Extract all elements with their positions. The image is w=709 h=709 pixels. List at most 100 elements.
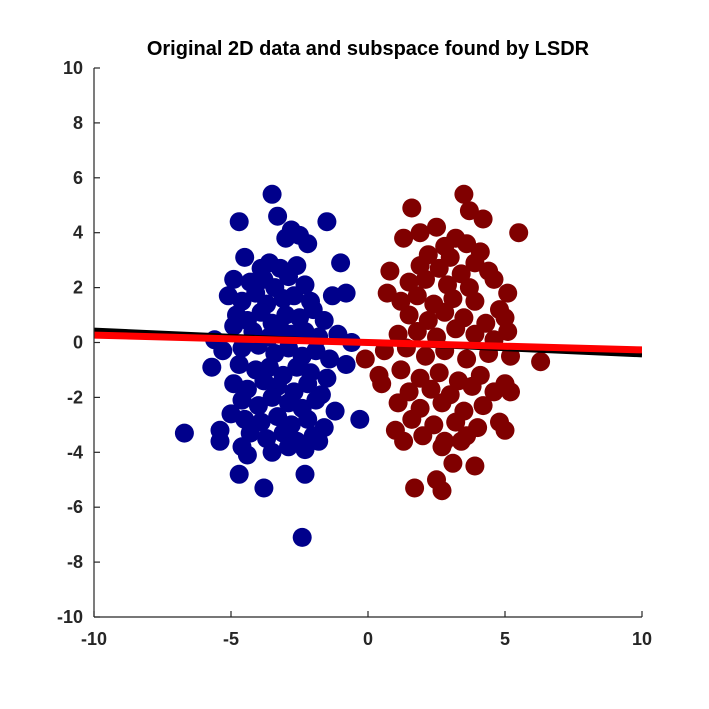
data-point-class-2 bbox=[473, 209, 493, 229]
data-point-class-2 bbox=[457, 349, 477, 369]
data-point-class-1 bbox=[331, 253, 351, 273]
data-point-class-1 bbox=[268, 407, 288, 427]
data-point-class-2 bbox=[388, 393, 408, 413]
data-point-class-2 bbox=[394, 228, 414, 248]
data-point-class-2 bbox=[391, 291, 411, 311]
data-point-class-1 bbox=[213, 341, 233, 361]
data-point-class-1 bbox=[224, 316, 244, 336]
data-point-class-1 bbox=[248, 396, 268, 416]
data-point-class-2 bbox=[413, 426, 433, 446]
y-tick-label: 0 bbox=[73, 333, 83, 353]
data-point-class-1 bbox=[317, 212, 337, 232]
data-point-class-2 bbox=[432, 393, 452, 413]
data-point-class-2 bbox=[399, 272, 419, 292]
data-point-class-2 bbox=[454, 184, 474, 204]
data-point-class-1 bbox=[306, 390, 326, 410]
y-tick-label: 6 bbox=[73, 168, 83, 188]
data-point-class-2 bbox=[405, 478, 425, 498]
data-point-class-2 bbox=[495, 420, 515, 440]
y-tick-label: 4 bbox=[73, 223, 83, 243]
data-point-class-2 bbox=[372, 374, 392, 394]
data-point-class-1 bbox=[237, 445, 257, 465]
data-point-class-2 bbox=[394, 431, 414, 451]
subspace-line-red bbox=[94, 331, 642, 354]
data-point-class-2 bbox=[410, 223, 430, 243]
data-point-class-2 bbox=[465, 324, 485, 344]
x-tick-label: -5 bbox=[223, 629, 239, 649]
data-point-class-2 bbox=[380, 261, 400, 281]
data-point-class-2 bbox=[435, 302, 455, 322]
data-point-class-2 bbox=[429, 258, 449, 278]
data-point-class-2 bbox=[443, 289, 463, 309]
data-point-class-2 bbox=[416, 269, 435, 289]
y-tick-label: -8 bbox=[67, 552, 83, 572]
data-point-class-1 bbox=[325, 401, 345, 421]
data-point-class-1 bbox=[298, 234, 318, 254]
data-point-class-1 bbox=[210, 431, 230, 451]
data-point-class-1 bbox=[268, 206, 288, 226]
data-point-class-2 bbox=[443, 453, 463, 473]
data-point-class-2 bbox=[457, 234, 477, 254]
data-point-class-2 bbox=[432, 437, 452, 457]
data-point-class-2 bbox=[462, 376, 482, 396]
data-point-class-2 bbox=[355, 349, 375, 369]
y-tick-label: -2 bbox=[67, 387, 83, 407]
x-tick-label: 0 bbox=[363, 629, 373, 649]
data-point-class-1 bbox=[295, 464, 315, 484]
data-point-class-2 bbox=[416, 346, 435, 366]
data-point-class-2 bbox=[446, 412, 466, 432]
data-point-class-1 bbox=[232, 338, 252, 358]
data-point-class-2 bbox=[484, 269, 504, 289]
y-tick-label: -4 bbox=[67, 442, 83, 462]
data-point-class-1 bbox=[262, 387, 282, 407]
data-point-class-1 bbox=[232, 390, 252, 410]
x-tick-label: -10 bbox=[81, 629, 107, 649]
data-point-class-2 bbox=[446, 319, 466, 339]
data-point-class-2 bbox=[388, 324, 408, 344]
y-tick-label: -6 bbox=[67, 497, 83, 517]
data-point-class-1 bbox=[229, 355, 249, 374]
data-point-class-1 bbox=[279, 437, 298, 457]
data-point-class-2 bbox=[432, 481, 452, 501]
data-point-class-2 bbox=[531, 352, 551, 372]
data-point-class-1 bbox=[224, 269, 244, 289]
data-point-class-1 bbox=[229, 464, 249, 484]
data-point-class-1 bbox=[279, 267, 298, 287]
data-point-class-2 bbox=[391, 360, 411, 380]
data-point-class-1 bbox=[235, 247, 255, 267]
data-point-class-2 bbox=[451, 431, 471, 451]
y-tick-label: 10 bbox=[63, 58, 83, 78]
data-point-class-1 bbox=[229, 212, 249, 232]
data-point-class-2 bbox=[407, 322, 427, 341]
data-point-class-2 bbox=[402, 198, 422, 218]
data-point-class-1 bbox=[254, 478, 274, 498]
chart-title: Original 2D data and subspace found by L… bbox=[146, 38, 590, 60]
data-point-class-2 bbox=[427, 217, 446, 237]
data-point-class-2 bbox=[498, 283, 518, 303]
data-point-class-2 bbox=[421, 379, 441, 399]
y-tick-label: 2 bbox=[73, 278, 83, 298]
data-point-class-1 bbox=[336, 283, 356, 303]
data-point-class-1 bbox=[314, 311, 334, 330]
data-point-class-2 bbox=[402, 409, 422, 429]
data-point-class-2 bbox=[465, 291, 485, 311]
data-point-class-2 bbox=[498, 322, 518, 341]
data-point-class-2 bbox=[399, 305, 419, 325]
data-point-class-2 bbox=[377, 283, 397, 303]
y-tick-label: 8 bbox=[73, 113, 83, 133]
data-point-class-2 bbox=[509, 223, 529, 243]
data-point-class-2 bbox=[484, 382, 504, 402]
data-point-class-1 bbox=[309, 431, 329, 451]
data-point-class-1 bbox=[320, 349, 340, 369]
x-tick-label: 5 bbox=[500, 629, 510, 649]
data-point-class-2 bbox=[451, 264, 471, 284]
data-point-class-1 bbox=[350, 409, 370, 429]
data-point-class-1 bbox=[298, 409, 318, 429]
data-point-class-2 bbox=[501, 382, 520, 402]
data-point-class-1 bbox=[295, 440, 315, 460]
data-point-class-1 bbox=[298, 374, 318, 394]
data-point-class-2 bbox=[473, 396, 493, 416]
data-point-class-2 bbox=[459, 201, 479, 221]
